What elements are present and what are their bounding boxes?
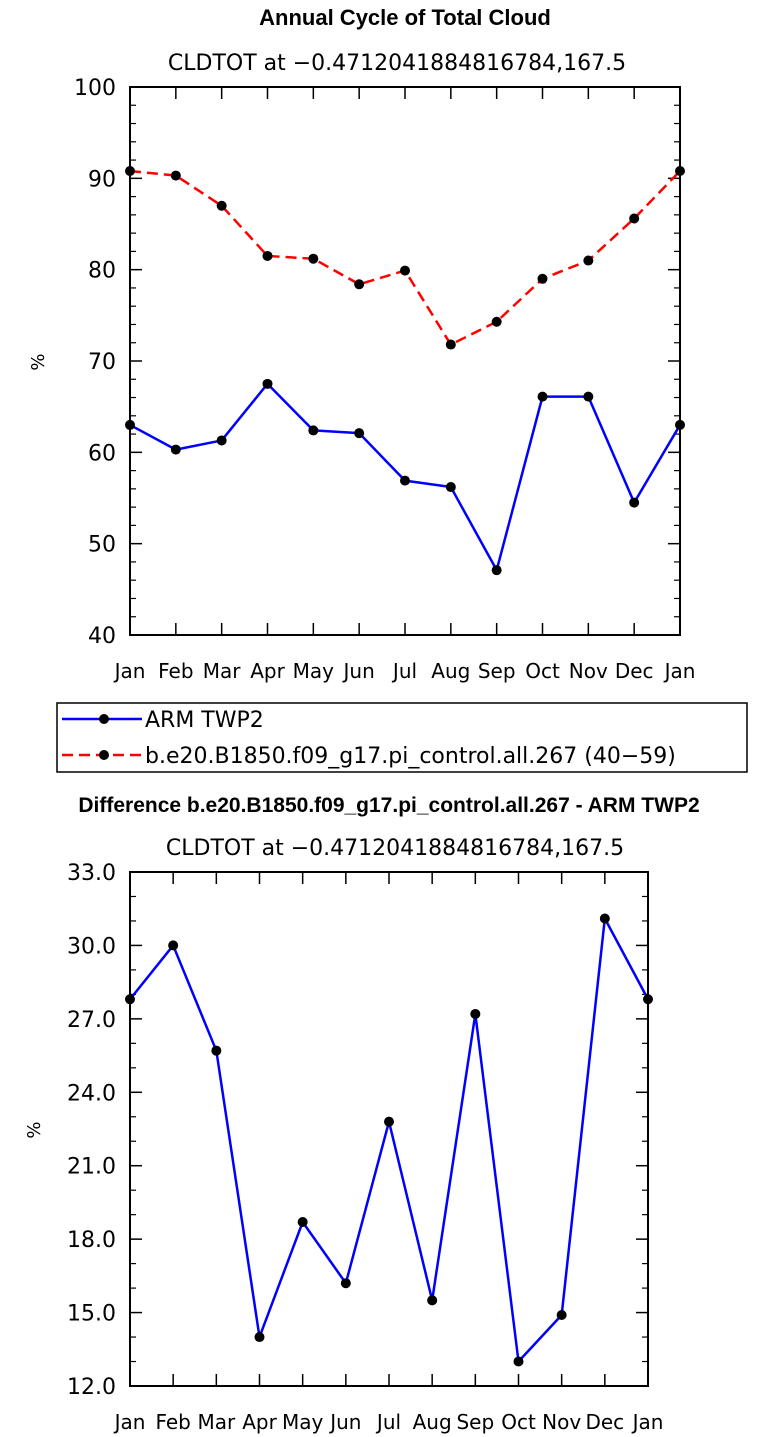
chart1-series-1-point — [354, 279, 365, 290]
chart1-subtitle: CLDTOT at −0.4712041884816784,167.5 — [168, 51, 626, 76]
legend-label-model: b.e20.B1850.f09_g17.pi_control.all.267 (… — [145, 744, 676, 769]
chart2-series-0-point — [168, 940, 179, 951]
chart2-ytick-label: 15.0 — [67, 1302, 116, 1327]
chart2-xtick-label: Feb — [155, 1410, 190, 1434]
chart1-series-0-point — [308, 425, 319, 436]
chart2-ytick-label: 12.0 — [67, 1375, 116, 1400]
chart2-series-0-point — [427, 1295, 438, 1306]
chart2-ytick-label: 33.0 — [67, 861, 116, 886]
chart1-ytick-label: 70 — [88, 350, 116, 375]
chart1-ytick-label: 80 — [88, 259, 116, 284]
chart1-xtick-label: Apr — [250, 659, 285, 683]
chart2-xtick-label: Jan — [113, 1410, 146, 1434]
chart1-xtick-label: Jun — [342, 659, 375, 683]
chart1-series-0-point — [170, 444, 181, 455]
chart1-xtick-label: Feb — [158, 659, 193, 683]
chart2-ytick-label: 24.0 — [67, 1081, 116, 1106]
chart1-ytick-label: 60 — [88, 441, 116, 466]
chart1-xtick-label: Jul — [391, 659, 417, 683]
chart1-series-0-point — [445, 482, 456, 493]
chart2-series-0-point — [211, 1045, 222, 1056]
chart2-series-0-point — [384, 1116, 394, 1127]
legend-box — [56, 702, 748, 773]
chart2-series-0-point — [513, 1356, 524, 1367]
chart2-series-0-point — [470, 1008, 481, 1019]
chart2-series-line-0 — [129, 917, 650, 1363]
chart2-series — [125, 913, 653, 1367]
chart2-series-0-point — [599, 913, 610, 924]
chart1-series-0-point — [583, 391, 594, 402]
chart2-title: Difference b.e20.B1850.f09_g17.pi_contro… — [78, 794, 699, 817]
chart1-series-0-point — [262, 378, 273, 389]
chart2-xtick-label: Oct — [501, 1410, 536, 1434]
chart1-xtick-label: Mar — [203, 659, 242, 683]
chart1-series-1-point — [629, 213, 640, 224]
legend-marker-model — [99, 750, 109, 760]
chart2-frame — [129, 871, 649, 1387]
chart2-ylabel: % — [24, 1121, 45, 1138]
chart1-ytick-label: 40 — [88, 624, 116, 649]
chart2-ytick-label: 18.0 — [67, 1228, 116, 1253]
chart1-xtick-label: May — [293, 659, 335, 683]
chart2-xtick-label: Jan — [631, 1410, 664, 1434]
chart1-series-0-point — [216, 435, 227, 446]
chart-difference: Difference b.e20.B1850.f09_g17.pi_contro… — [24, 794, 700, 1434]
chart2-ticks: Jan Feb Mar Apr May Jun Jul Aug Sep Oct Nov Dec Jan 1… — [67, 861, 663, 1434]
chart2-subtitle: CLDTOT at −0.4712041884816784,167.5 — [166, 836, 624, 861]
chart2-xtick-label: Dec — [585, 1410, 624, 1434]
legend-label-arm: ARM TWP2 — [145, 708, 264, 733]
chart1-xtick-label: Sep — [478, 659, 516, 683]
chart2-xtick-label: Apr — [242, 1410, 277, 1434]
chart1-series — [125, 166, 685, 576]
chart1-series-line-1 — [129, 169, 681, 346]
chart1-series-0-point — [629, 497, 640, 508]
chart1-series-1-point — [583, 255, 594, 266]
chart2-xtick-label: Nov — [542, 1410, 581, 1434]
chart1-series-1-point — [491, 316, 502, 327]
chart1-ytick-label: 90 — [88, 167, 116, 192]
chart1-ylabel: % — [28, 353, 49, 370]
chart2-series-0-point — [297, 1217, 308, 1228]
chart1-series-1-point — [216, 200, 227, 211]
chart2-series-0-point — [254, 1332, 265, 1343]
legend-marker-arm — [99, 714, 109, 724]
chart1-series-0-point — [491, 565, 502, 576]
chart2-ytick-label: 21.0 — [67, 1155, 116, 1180]
chart1-ticks: Jan Feb Mar Apr May Jun Jul Aug Sep Oct Nov Dec Jan 4… — [74, 76, 695, 683]
chart2-xtick-label: Jun — [328, 1410, 361, 1434]
chart2-ytick-label: 30.0 — [67, 934, 116, 959]
chart1-series-0-point — [354, 428, 365, 439]
chart1-ytick-label: 100 — [74, 76, 116, 101]
chart1-xtick-label: Aug — [431, 659, 470, 683]
chart1-xtick-label: Jan — [113, 659, 146, 683]
chart1-xtick-label: Nov — [569, 659, 608, 683]
chart2-series-0-point — [340, 1278, 351, 1289]
chart2-xtick-label: Aug — [413, 1410, 452, 1434]
chart1-series-1-point — [537, 273, 548, 284]
chart1-xtick-label: Oct — [525, 659, 560, 683]
chart1-series-0-point — [400, 475, 410, 486]
chart1-series-1-point — [308, 253, 319, 264]
chart1-ytick-label: 50 — [88, 533, 116, 558]
chart2-xtick-label: May — [282, 1410, 324, 1434]
legend: ARM TWP2 b.e20.B1850.f09_g17.pi_control.… — [56, 702, 748, 773]
chart2-ytick-label: 27.0 — [67, 1008, 116, 1033]
chart1-series-1-point — [170, 170, 181, 181]
chart1-frame — [129, 86, 681, 636]
chart2-series-0-point — [556, 1310, 567, 1321]
chart1-series-0-point — [537, 391, 548, 402]
chart2-xtick-label: Sep — [456, 1410, 494, 1434]
chart1-series-1-point — [262, 250, 273, 261]
chart1-xtick-label: Dec — [615, 659, 654, 683]
chart1-title: Annual Cycle of Total Cloud — [259, 5, 551, 30]
chart2-xtick-label: Mar — [197, 1410, 236, 1434]
chart2-xtick-label: Jul — [375, 1410, 401, 1434]
chart-annual-cycle: Annual Cycle of Total Cloud CLDTOT at −0… — [28, 5, 695, 683]
chart1-series-1-point — [445, 339, 456, 350]
chart1-xtick-label: Jan — [663, 659, 696, 683]
chart1-series-1-point — [400, 265, 410, 276]
